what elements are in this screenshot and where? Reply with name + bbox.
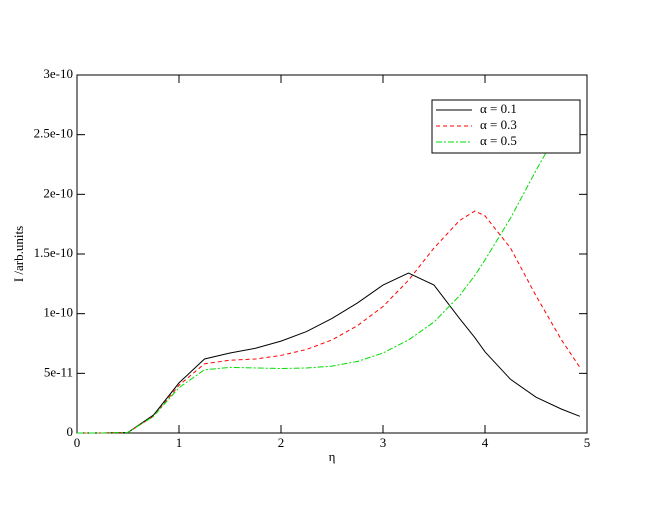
y-tick-label: 0	[67, 424, 74, 439]
line-series	[77, 210, 581, 434]
legend-label: α = 0.3	[480, 117, 517, 132]
legend-label: α = 0.1	[480, 101, 517, 116]
x-tick-label: 2	[278, 435, 285, 450]
x-tick-label: 0	[74, 435, 81, 450]
x-tick-label: 3	[380, 435, 387, 450]
y-tick-label: 2e-10	[43, 185, 73, 200]
x-axis-label: η	[329, 449, 336, 464]
line-series	[77, 272, 581, 434]
y-tick-label: 2.5e-10	[34, 126, 73, 141]
y-tick-label: 5e-11	[44, 364, 73, 379]
x-tick-label: 5	[584, 435, 591, 450]
x-tick-label: 4	[482, 435, 489, 450]
legend-label: α = 0.5	[480, 133, 517, 148]
line-series	[77, 102, 581, 434]
legend-box	[431, 99, 581, 154]
y-tick-label: 1.5e-10	[34, 245, 73, 260]
x-tick-label: 1	[176, 435, 183, 450]
y-tick-label: 3e-10	[43, 66, 73, 81]
y-tick-label: 1e-10	[43, 305, 73, 320]
y-axis-label: I /arb.units	[11, 226, 26, 282]
